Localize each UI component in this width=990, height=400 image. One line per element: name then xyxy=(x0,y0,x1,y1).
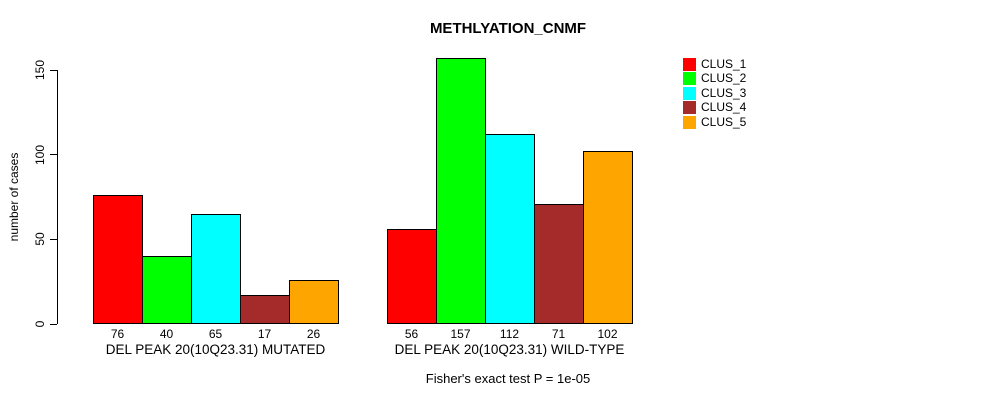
legend-label: CLUS_5 xyxy=(701,114,747,129)
chart-title: METHLYATION_CNMF xyxy=(429,20,587,37)
bar-value-label: 71 xyxy=(551,327,566,341)
legend: CLUS_1 CLUS_2 CLUS_3 CLUS_4 CLUS_5 xyxy=(683,57,746,130)
bar-clus_1-group1 xyxy=(93,195,143,324)
legend-entry-clus_1: CLUS_1 xyxy=(683,57,746,72)
legend-entry-clus_5: CLUS_5 xyxy=(683,115,746,130)
bar-clus_2-group1 xyxy=(142,256,192,324)
x-group-label: DEL PEAK 20(10Q23.31) WILD-TYPE xyxy=(394,342,625,357)
y-tick-mark xyxy=(50,323,57,325)
bar-value-label: 102 xyxy=(597,327,618,341)
legend-entry-clus_2: CLUS_2 xyxy=(683,72,746,87)
y-axis-title: number of cases xyxy=(7,152,21,242)
bar-clus_5-group1 xyxy=(289,279,339,324)
bar-value-label: 40 xyxy=(159,327,174,341)
bar-value-label: 112 xyxy=(499,327,520,341)
bar-clus_3-group2 xyxy=(485,134,535,324)
bar-clus_5-group2 xyxy=(583,151,633,324)
bar-value-label: 76 xyxy=(110,327,125,341)
legend-swatch-icon xyxy=(683,57,696,71)
legend-swatch-icon xyxy=(683,115,696,129)
y-tick-label: 50 xyxy=(33,232,47,247)
x-group-label: DEL PEAK 20(10Q23.31) MUTATED xyxy=(105,342,326,357)
y-tick-label: 150 xyxy=(33,59,47,81)
bar-clus_2-group2 xyxy=(436,58,486,324)
legend-swatch-icon xyxy=(683,72,696,86)
bar-clus_4-group1 xyxy=(240,295,290,324)
legend-swatch-icon xyxy=(683,86,696,100)
bar-value-label: 65 xyxy=(208,327,223,341)
legend-entry-clus_3: CLUS_3 xyxy=(683,86,746,101)
bar-clus_1-group2 xyxy=(387,229,437,324)
y-tick-label: 100 xyxy=(33,144,47,165)
legend-label: CLUS_1 xyxy=(701,56,747,71)
bar-clus_4-group2 xyxy=(534,203,584,324)
bar-value-label: 26 xyxy=(306,327,321,341)
legend-label: CLUS_2 xyxy=(701,71,747,86)
y-tick-mark xyxy=(50,69,57,71)
legend-label: CLUS_4 xyxy=(701,100,747,115)
legend-swatch-icon xyxy=(683,101,696,115)
y-axis-line xyxy=(57,70,58,324)
bar-value-label: 17 xyxy=(257,327,272,341)
bar-clus_3-group1 xyxy=(191,213,241,324)
bar-value-label: 56 xyxy=(404,327,419,341)
legend-entry-clus_4: CLUS_4 xyxy=(683,101,746,116)
y-tick-mark xyxy=(50,154,57,156)
bar-value-label: 157 xyxy=(450,327,471,341)
y-tick-mark xyxy=(50,238,57,240)
fisher-test-annotation: Fisher's exact test P = 1e-05 xyxy=(425,371,591,386)
y-tick-label: 0 xyxy=(33,320,47,328)
legend-label: CLUS_3 xyxy=(701,85,747,100)
